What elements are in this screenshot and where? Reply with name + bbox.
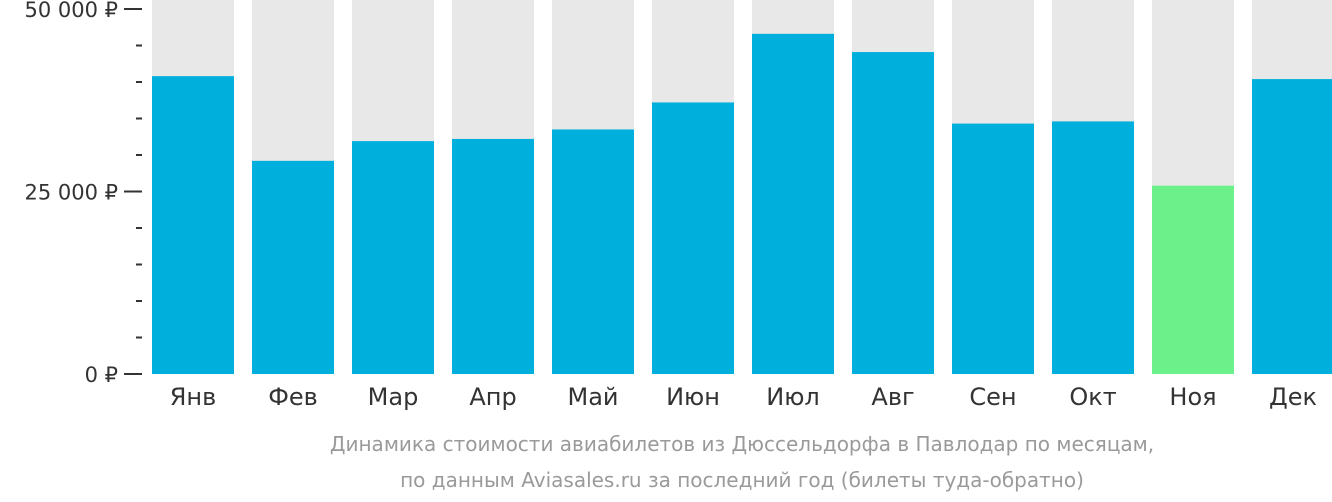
bar-chart: 0 ₽ 25 000 ₽ 50 000 ₽ Янв Фев Мар Апр Май Июн Ию… [24, 0, 1332, 411]
bar-1[interactable] [152, 76, 234, 374]
bar-6[interactable] [652, 102, 734, 374]
bar-3[interactable] [352, 141, 434, 374]
x-tick-label: Апр [469, 383, 516, 411]
y-tick-label: 50 000 ₽ [24, 0, 118, 22]
bar-2[interactable] [252, 160, 334, 374]
x-tick-label: Май [567, 383, 618, 411]
bar-12[interactable] [1252, 79, 1332, 374]
bar-10[interactable] [1052, 121, 1134, 374]
x-tick-label: Авг [871, 383, 914, 411]
chart-caption-line-1: Динамика стоимости авиабилетов из Дюссел… [329, 432, 1155, 456]
bar-9[interactable] [952, 123, 1034, 374]
x-tick-label: Июн [666, 383, 720, 411]
x-tick-label: Фев [268, 383, 318, 411]
x-tick-label: Мар [368, 383, 419, 411]
bar-4[interactable] [452, 138, 534, 374]
data-bars [152, 33, 1332, 374]
x-tick-label: Дек [1269, 383, 1317, 411]
x-tick-label: Сен [969, 383, 1016, 411]
bar-7[interactable] [752, 33, 834, 374]
bar-11[interactable] [1152, 185, 1234, 374]
chart-caption-line-2: по данным Aviasales.ru за последний год … [400, 468, 1084, 492]
x-tick-label: Июл [766, 383, 820, 411]
x-axis-labels: Янв Фев Мар Апр Май Июн Июл Авг Сен Окт Ноя Дек [170, 383, 1317, 411]
y-axis: 0 ₽ 25 000 ₽ 50 000 ₽ [24, 0, 142, 387]
x-tick-label: Окт [1069, 383, 1116, 411]
y-tick-label: 25 000 ₽ [24, 181, 118, 205]
x-tick-label: Янв [170, 383, 217, 411]
bar-5[interactable] [552, 129, 634, 374]
x-tick-label: Ноя [1169, 383, 1216, 411]
bar-8[interactable] [852, 52, 934, 374]
y-tick-label: 0 ₽ [85, 363, 118, 387]
